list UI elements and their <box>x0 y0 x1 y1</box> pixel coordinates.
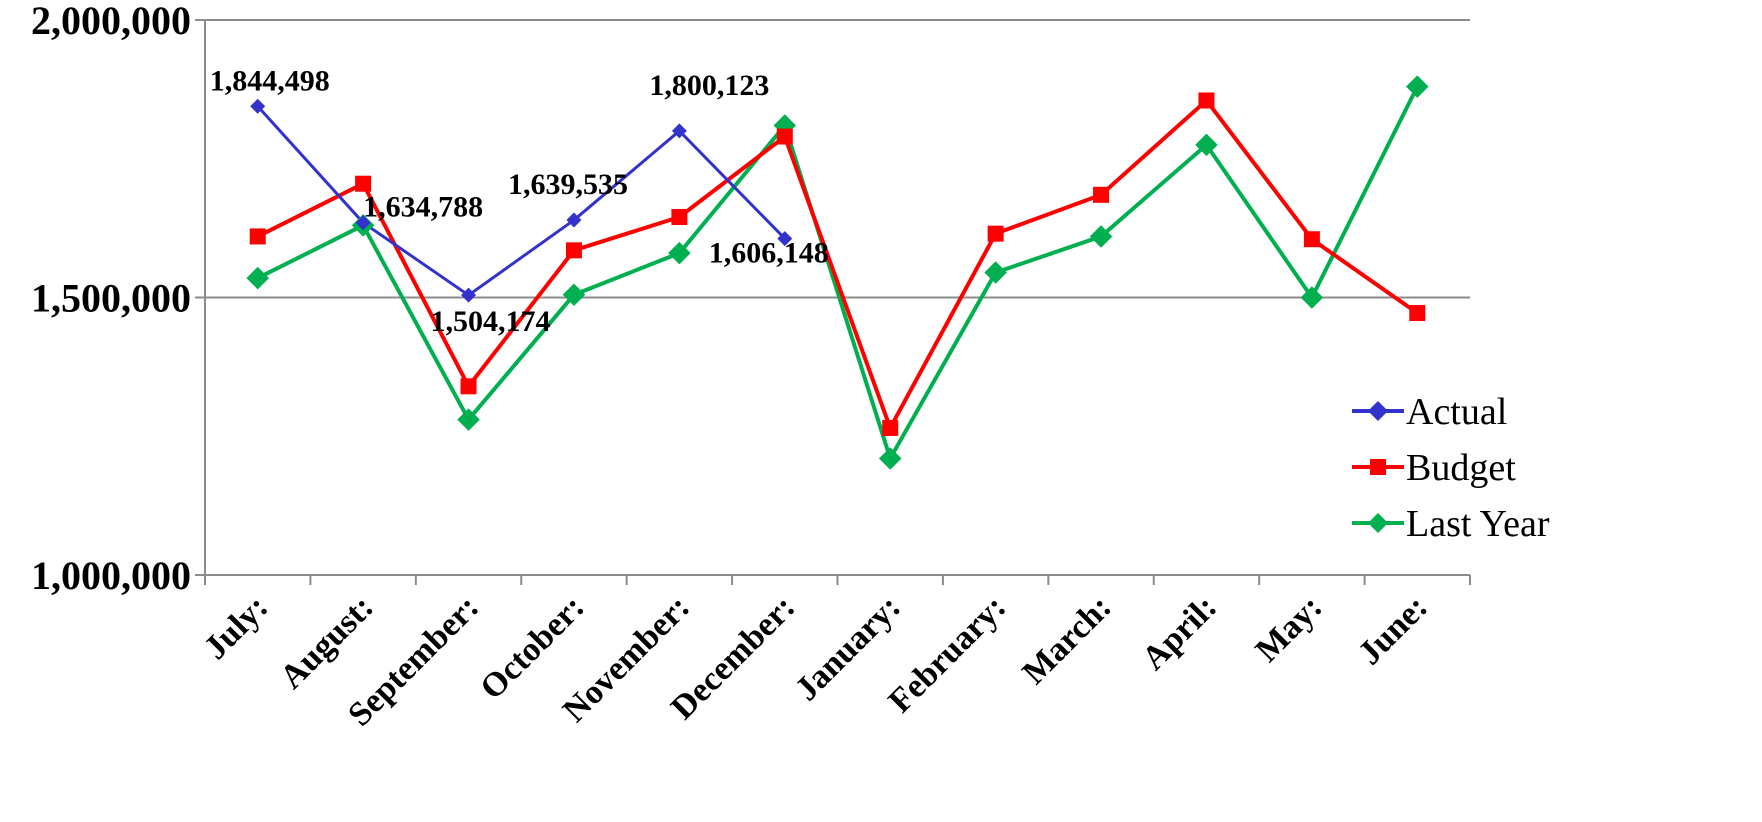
point-last-year-april <box>1195 133 1218 157</box>
point-budget-november <box>671 209 688 226</box>
point-last-year-june <box>1406 75 1429 98</box>
x-tick-label-march: March: <box>1016 588 1119 691</box>
data-label-actual-august: 1,634,788 <box>363 191 483 224</box>
point-last-year-march <box>1089 225 1113 248</box>
point-last-year-july <box>246 266 269 290</box>
point-budget-september <box>460 378 477 395</box>
legend: Actual Budget Last Year <box>1352 391 1550 545</box>
y-tick-label: 2,000,000 <box>31 0 191 43</box>
series-line-actual <box>256 105 786 297</box>
y-tick-label: 1,500,000 <box>31 276 191 321</box>
point-last-year-january <box>878 447 902 470</box>
point-last-year-september <box>457 408 480 431</box>
x-tick-label-august: August: <box>273 588 381 696</box>
point-last-year-november <box>668 241 691 265</box>
point-actual-december <box>777 231 793 247</box>
point-budget-july <box>249 228 266 245</box>
data-label-actual-november: 1,800,123 <box>649 69 769 102</box>
point-actual-july <box>250 98 266 114</box>
axes <box>195 19 1471 585</box>
legend-marker-budget <box>1370 459 1386 475</box>
point-actual-november <box>671 123 687 139</box>
legend-label-budget: Budget <box>1406 447 1516 489</box>
point-actual-september <box>461 287 477 303</box>
x-tick-label-april: April: <box>1135 588 1224 677</box>
point-budget-october <box>565 242 582 259</box>
data-label-actual-december: 1,606,148 <box>709 237 829 270</box>
point-last-year-february <box>984 261 1007 284</box>
point-budget-february <box>987 225 1004 242</box>
x-tick-label-june: June: <box>1351 588 1435 672</box>
x-tick-label-july: July: <box>197 588 275 666</box>
y-axis-tick-labels: 1,000,000 1,500,000 2,000,000 <box>31 0 191 598</box>
series-line-last-year <box>256 85 1420 461</box>
legend-marker-last-year <box>1368 513 1388 533</box>
x-tick-label-may: May: <box>1249 588 1330 669</box>
point-budget-january <box>882 419 899 436</box>
series-lines <box>256 85 1420 461</box>
point-budget-april <box>1198 92 1215 109</box>
series-line-budget <box>256 98 1419 430</box>
data-label-actual-october: 1,639,535 <box>508 168 628 201</box>
legend-label-actual: Actual <box>1406 391 1507 433</box>
point-last-year-may <box>1300 286 1324 309</box>
point-budget-june <box>1409 305 1426 322</box>
point-budget-august <box>355 175 372 192</box>
point-last-year-october <box>562 283 586 306</box>
y-tick-label: 1,000,000 <box>31 553 191 598</box>
data-label-actual-september: 1,504,174 <box>431 305 551 338</box>
point-budget-december <box>776 128 793 145</box>
point-budget-march <box>1093 186 1110 203</box>
data-labels: 1,844,498 1,634,788 1,504,174 1,639,535 1,80… <box>210 64 829 338</box>
point-actual-october <box>566 212 582 228</box>
point-budget-may <box>1303 231 1320 248</box>
x-axis-tick-labels: July:August:September:October:November:D… <box>197 588 1435 733</box>
point-actual-august <box>355 215 371 231</box>
legend-label-last-year: Last Year <box>1406 503 1550 545</box>
series-markers <box>246 75 1429 470</box>
legend-marker-actual <box>1368 401 1388 421</box>
data-label-actual-july: 1,844,498 <box>210 64 330 97</box>
